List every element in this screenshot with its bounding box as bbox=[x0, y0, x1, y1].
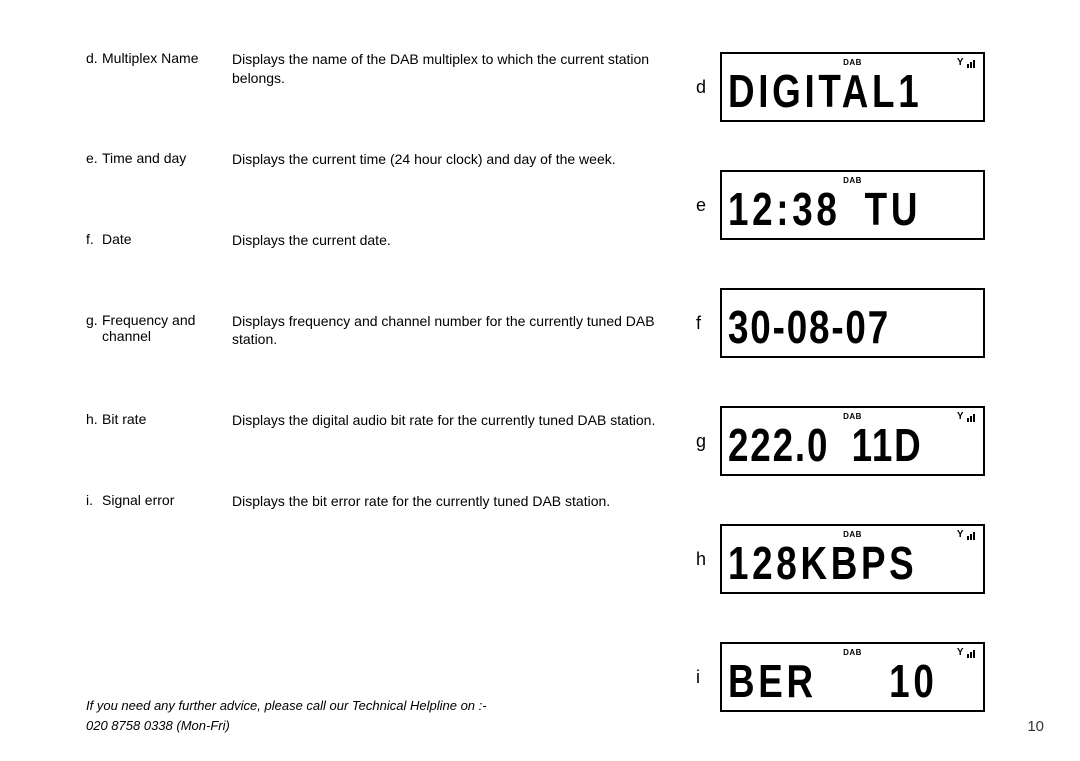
dab-icon: DAB bbox=[843, 58, 862, 67]
lcd-label: g bbox=[696, 431, 720, 452]
definition-row: d. Multiplex Name Displays the name of t… bbox=[86, 50, 696, 88]
row-term: Date bbox=[102, 231, 232, 247]
signal-icon: Y bbox=[957, 647, 975, 658]
lcd-display: DAB Y 128KBPS bbox=[720, 524, 985, 594]
term-cell: f. Date bbox=[86, 231, 232, 247]
lcd-text: DIGITAL1 bbox=[728, 68, 977, 116]
definition-row: g. Frequency and channel Displays freque… bbox=[86, 312, 696, 350]
row-description: Displays the current time (24 hour clock… bbox=[232, 150, 696, 169]
row-letter: f. bbox=[86, 231, 102, 247]
lcd-label: f bbox=[696, 313, 720, 334]
row-letter: d. bbox=[86, 50, 102, 66]
row-letter: i. bbox=[86, 492, 102, 508]
definition-row: e. Time and day Displays the current tim… bbox=[86, 150, 696, 169]
page-number: 10 bbox=[1027, 718, 1044, 735]
page-footer: If you need any further advice, please c… bbox=[86, 696, 1044, 735]
signal-icon: Y bbox=[957, 529, 975, 540]
row-term: Time and day bbox=[102, 150, 232, 166]
lcd-text: 222.0 11D bbox=[728, 422, 977, 470]
definition-row: f. Date Displays the current date. bbox=[86, 231, 696, 250]
lcd-text: 128KBPS bbox=[728, 540, 977, 588]
row-term: Signal error bbox=[102, 492, 232, 508]
signal-icon: Y bbox=[957, 57, 975, 68]
lcd-text: 12:38 TU bbox=[728, 186, 977, 234]
lcd-display: DAB Y 222.0 11D bbox=[720, 406, 985, 476]
helpline-line1: If you need any further advice, please c… bbox=[86, 698, 487, 713]
dab-icon: DAB bbox=[843, 530, 862, 539]
row-term: Frequency and channel bbox=[102, 312, 232, 344]
helpline-text: If you need any further advice, please c… bbox=[86, 696, 1044, 735]
dab-icon: DAB bbox=[843, 412, 862, 421]
definitions-column: d. Multiplex Name Displays the name of t… bbox=[86, 50, 696, 712]
row-letter: g. bbox=[86, 312, 102, 344]
lcd-row: d DAB Y DIGITAL1 bbox=[696, 52, 1044, 122]
row-description: Displays the digital audio bit rate for … bbox=[232, 411, 696, 430]
lcd-row: e DAB 12:38 TU bbox=[696, 170, 1044, 240]
row-letter: h. bbox=[86, 411, 102, 427]
lcd-row: g DAB Y 222.0 11D bbox=[696, 406, 1044, 476]
lcd-row: f 30-08-07 bbox=[696, 288, 1044, 358]
row-description: Displays frequency and channel number fo… bbox=[232, 312, 696, 350]
dab-icon: DAB bbox=[843, 176, 862, 185]
definition-row: h. Bit rate Displays the digital audio b… bbox=[86, 411, 696, 430]
row-term: Bit rate bbox=[102, 411, 232, 427]
lcd-display: 30-08-07 bbox=[720, 288, 985, 358]
signal-icon: Y bbox=[957, 411, 975, 422]
term-cell: e. Time and day bbox=[86, 150, 232, 166]
row-letter: e. bbox=[86, 150, 102, 166]
definition-row: i. Signal error Displays the bit error r… bbox=[86, 492, 696, 511]
lcd-label: e bbox=[696, 195, 720, 216]
row-description: Displays the bit error rate for the curr… bbox=[232, 492, 696, 511]
lcd-label: i bbox=[696, 667, 720, 688]
term-cell: i. Signal error bbox=[86, 492, 232, 508]
term-cell: d. Multiplex Name bbox=[86, 50, 232, 66]
lcd-display: DAB Y DIGITAL1 bbox=[720, 52, 985, 122]
term-cell: h. Bit rate bbox=[86, 411, 232, 427]
term-cell: g. Frequency and channel bbox=[86, 312, 232, 344]
page-content: d. Multiplex Name Displays the name of t… bbox=[86, 50, 1044, 712]
row-description: Displays the current date. bbox=[232, 231, 696, 250]
lcd-row: h DAB Y 128KBPS bbox=[696, 524, 1044, 594]
lcd-text: 30-08-07 bbox=[728, 304, 977, 352]
lcd-column: d DAB Y DIGITAL1 e DAB 12:38 TU f bbox=[696, 50, 1044, 712]
lcd-display: DAB 12:38 TU bbox=[720, 170, 985, 240]
row-description: Displays the name of the DAB multiplex t… bbox=[232, 50, 696, 88]
lcd-label: d bbox=[696, 77, 720, 98]
row-term: Multiplex Name bbox=[102, 50, 232, 66]
lcd-label: h bbox=[696, 549, 720, 570]
helpline-line2: 020 8758 0338 (Mon-Fri) bbox=[86, 718, 230, 733]
dab-icon: DAB bbox=[843, 648, 862, 657]
